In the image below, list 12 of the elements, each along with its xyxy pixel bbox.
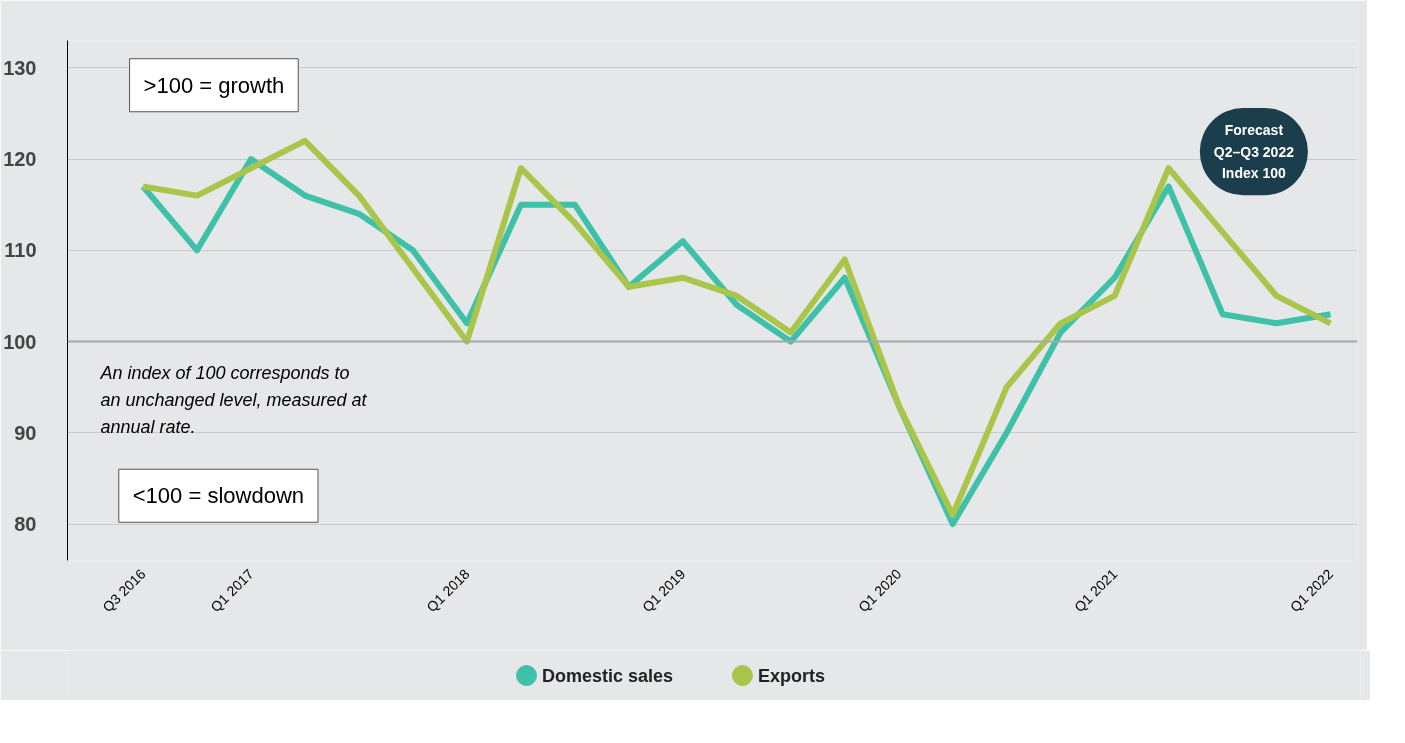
annotation: An index of 100 corresponds to an unchanged level, measured at annual rate. xyxy=(99,362,368,437)
annotation: <100 = slowdown xyxy=(132,483,305,509)
annotation: >100 = growth xyxy=(143,72,285,98)
legend-label: Exports xyxy=(757,665,825,686)
legend-label: Domestic sales xyxy=(542,665,674,686)
y-tick-label: 120 xyxy=(3,148,37,171)
annotation: Forecast Q2–Q3 2022 Index 100 xyxy=(1213,122,1295,182)
y-tick-label: 80 xyxy=(14,513,37,536)
y-tick-label: 110 xyxy=(4,239,37,262)
y-tick-label: 100 xyxy=(3,330,37,353)
y-tick-label: 130 xyxy=(3,56,37,79)
y-tick-label: 90 xyxy=(14,421,37,444)
